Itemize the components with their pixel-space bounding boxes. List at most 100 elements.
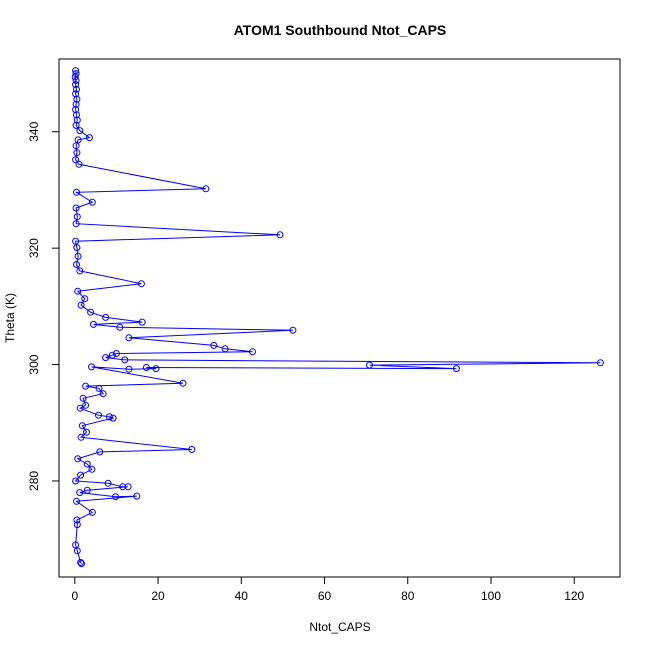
x-tick-label: 100	[481, 589, 501, 603]
data-point	[76, 489, 84, 497]
data-point	[81, 295, 89, 303]
data-point	[137, 280, 145, 288]
data-point	[96, 448, 104, 456]
data-point	[74, 287, 82, 295]
data-point	[79, 394, 87, 402]
data-point	[76, 127, 84, 135]
data-point	[72, 100, 80, 108]
x-tick-label: 80	[401, 589, 415, 603]
data-point	[71, 73, 79, 81]
data-point	[596, 359, 604, 367]
data-point	[179, 379, 187, 387]
data-point	[221, 345, 229, 353]
series-layer	[71, 67, 604, 568]
data-point	[76, 404, 84, 412]
data-point	[73, 149, 81, 157]
data-point	[99, 390, 107, 398]
data-point	[77, 471, 85, 479]
data-point	[78, 560, 85, 568]
data-point	[249, 348, 256, 356]
data-point	[125, 334, 133, 342]
x-axis-label: Ntot_CAPS	[309, 620, 370, 634]
x-tick-label: 20	[151, 589, 165, 603]
chart-title: ATOM1 Southbound Ntot_CAPS	[234, 22, 447, 38]
data-point	[72, 220, 80, 228]
data-point	[112, 493, 120, 501]
data-point	[202, 185, 210, 193]
data-point	[73, 95, 81, 103]
data-point	[72, 81, 80, 89]
data-point	[112, 350, 120, 357]
data-point	[72, 77, 80, 84]
data-point	[73, 521, 81, 529]
data-point	[78, 422, 86, 430]
x-tick-label: 120	[564, 589, 584, 603]
data-point	[74, 252, 82, 260]
data-point	[73, 111, 80, 119]
data-point	[72, 477, 80, 485]
data-point	[72, 142, 80, 150]
data-point	[77, 301, 85, 309]
data-point	[188, 446, 196, 453]
data-point	[88, 363, 95, 371]
data-point	[82, 382, 90, 390]
data-point	[87, 308, 95, 316]
data-point	[102, 313, 110, 321]
data-point	[109, 414, 117, 422]
x-tick-label: 40	[235, 589, 249, 603]
data-point	[105, 413, 113, 421]
data-point	[74, 455, 82, 463]
data-point	[73, 116, 81, 124]
y-tick-label: 320	[27, 238, 41, 258]
data-point	[85, 134, 93, 142]
data-point	[95, 411, 102, 419]
data-point	[95, 384, 103, 392]
data-point	[108, 351, 116, 359]
data-point	[72, 121, 80, 129]
data-point	[121, 356, 129, 364]
data-point	[452, 365, 460, 373]
data-point	[88, 508, 96, 516]
data-point	[77, 558, 85, 566]
data-point	[77, 433, 85, 441]
data-point	[289, 326, 297, 334]
x-axis: 0 20 40 60 80 100 120	[71, 576, 585, 603]
data-point	[124, 483, 132, 491]
data-point	[73, 516, 81, 524]
data-point	[138, 318, 146, 326]
data-point	[142, 364, 150, 371]
data-point	[75, 160, 83, 168]
data-point	[72, 204, 80, 212]
data-point	[83, 486, 91, 494]
data-point	[116, 323, 124, 331]
data-point	[73, 85, 80, 93]
x-tick-label: 0	[71, 589, 78, 603]
data-point	[72, 237, 80, 245]
data-point	[73, 497, 80, 505]
y-tick-label: 300	[27, 354, 41, 374]
data-point	[82, 401, 90, 409]
data-point	[83, 428, 90, 436]
data-point	[366, 361, 373, 369]
x-tick-label: 60	[318, 589, 332, 603]
data-point	[73, 213, 81, 221]
data-point	[83, 460, 91, 468]
data-point	[210, 341, 218, 349]
y-axis-label: Theta (K)	[3, 293, 17, 343]
data-point	[73, 261, 80, 268]
data-point	[73, 188, 80, 196]
data-point	[72, 70, 80, 78]
y-tick-label: 280	[27, 471, 41, 491]
data-point	[104, 479, 112, 487]
data-point	[72, 106, 80, 114]
y-axis: 280 300 320 340	[27, 121, 60, 491]
data-point	[276, 231, 284, 239]
y-tick-label: 340	[27, 121, 41, 141]
data-point	[72, 156, 80, 164]
data-point	[73, 547, 81, 555]
data-point	[133, 492, 141, 500]
data-point	[73, 244, 81, 252]
data-point	[88, 198, 96, 206]
